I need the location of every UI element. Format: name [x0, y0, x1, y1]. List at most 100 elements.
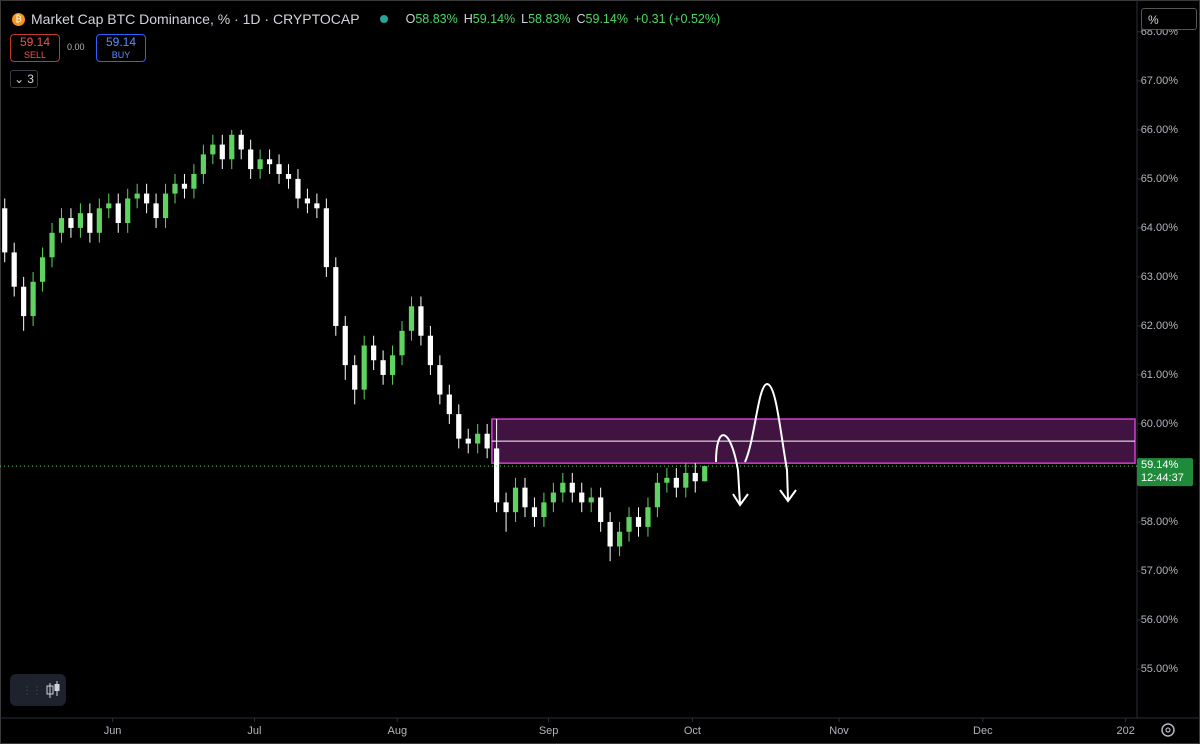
candle-body [389, 355, 396, 375]
symbol-icon: ₿ [12, 12, 25, 26]
candle-body [87, 213, 93, 233]
close-label: C [576, 12, 586, 26]
y-tick-label: 61.00% [1141, 369, 1179, 381]
y-tick-label: 64.00% [1141, 222, 1179, 234]
candle-body [162, 193, 169, 219]
last-price-tag [1137, 458, 1193, 487]
x-tick-label: Sep [539, 725, 559, 737]
candle-body [371, 345, 377, 361]
chevron[interactable]: ⌄ [14, 72, 25, 86]
ohlc-values: O58.83% H59.14% L58.83% C59.14% +0.31 (+… [406, 12, 721, 26]
candle-body [257, 159, 263, 170]
candle-body [645, 507, 651, 527]
candle-body [106, 203, 112, 209]
y-tick-label: 62.00% [1141, 320, 1179, 332]
candle-body [266, 159, 273, 165]
settings-icon[interactable] [1161, 723, 1175, 737]
tool-button[interactable]: ⋮⋮ [10, 674, 66, 706]
open-value: 58.83% [415, 12, 458, 26]
candle-body [134, 193, 140, 199]
candle-body [333, 267, 339, 326]
candle-body [11, 252, 17, 287]
candle-body [408, 306, 415, 331]
status-dot [379, 15, 388, 23]
candle-body [115, 203, 121, 223]
candle-body [144, 193, 150, 204]
legend: ₿ Market Cap BTC Dominance, % · 1D · CRY… [12, 10, 720, 28]
candle-body [2, 208, 8, 253]
candle-body [361, 345, 367, 390]
y-tick-label: 57.00% [1141, 565, 1179, 577]
candle-body [664, 477, 670, 483]
icon-body[interactable] [46, 685, 54, 695]
change: +0.31 (+0.52%) [633, 12, 721, 26]
symbol-title: Market Cap BTC Dominance, % · 1D · CRYPT… [31, 11, 360, 27]
y-tick-label: 58.00% [1141, 516, 1179, 528]
candle-body [323, 208, 329, 268]
low-label: L [521, 12, 529, 26]
sell-label[interactable]: SELL [23, 50, 47, 60]
candle-body [522, 487, 528, 508]
candle-body [314, 203, 320, 209]
sell-price[interactable]: 59.14 [19, 35, 51, 49]
buy-price[interactable]: 59.14 [105, 35, 137, 49]
candle-body [598, 497, 604, 522]
candle-body [342, 325, 348, 366]
candle-body [569, 482, 575, 493]
y-tick-label: 56.00% [1141, 614, 1179, 626]
candle-body [560, 482, 566, 493]
candle-body [172, 183, 178, 194]
candle-body [654, 482, 661, 508]
indicators-count[interactable]: 3 [27, 72, 34, 86]
indicators-toggle[interactable]: ⌄ 3 [10, 70, 38, 88]
plot-area: 55.00%56.00%57.00%58.00%59.00%60.00%61.0… [0, 26, 1193, 737]
tool-icon[interactable]: ⋮⋮ [10, 674, 66, 706]
candle-body [96, 208, 102, 233]
x-tick-label: Nov [829, 725, 849, 737]
candle-body [153, 203, 159, 219]
candle-body [191, 173, 197, 189]
gear-center[interactable] [1165, 727, 1171, 733]
candle-body [49, 232, 55, 258]
high-label: H [463, 12, 473, 26]
candle-body [427, 335, 433, 366]
icon-body[interactable] [54, 684, 60, 691]
candle-body [304, 198, 311, 204]
drawn-arrow [715, 434, 749, 507]
icon-grip[interactable]: ⋮⋮ [22, 686, 42, 697]
candle-body [30, 281, 36, 317]
candle-body [673, 477, 679, 488]
buy-button[interactable]: 59.14 BUY [96, 34, 146, 62]
scale-mode[interactable]: % [1141, 8, 1197, 30]
candle-body [219, 144, 225, 160]
x-tick-label: Jul [247, 725, 261, 737]
low-value: 58.83% [528, 12, 571, 26]
y-tick-label: 67.00% [1141, 75, 1179, 87]
candle-body [58, 218, 65, 233]
candle-body [635, 517, 642, 527]
candle-body [39, 257, 46, 282]
candle-body [503, 502, 509, 513]
x-tick-label: 202 [1116, 725, 1134, 737]
candle-body [588, 497, 594, 503]
candle-body [210, 144, 216, 155]
candle-body [702, 466, 708, 482]
candle-body [579, 492, 585, 503]
candle-body [541, 502, 547, 518]
gear[interactable] [1161, 723, 1175, 737]
candle-body [295, 178, 301, 199]
candle-body [692, 472, 698, 482]
candle-body [181, 183, 188, 189]
candle-body [380, 360, 386, 375]
scale-mode-label[interactable]: % [1148, 13, 1159, 27]
candle-body [626, 517, 632, 532]
x-tick-label: Dec [973, 725, 993, 737]
candle-body [465, 438, 471, 444]
sell-button[interactable]: 59.14 SELL [10, 34, 60, 62]
buy-label[interactable]: BUY [111, 50, 131, 60]
candle-body [484, 433, 490, 449]
close-value: 59.14% [585, 12, 628, 26]
x-tick-label: Jun [104, 725, 122, 737]
